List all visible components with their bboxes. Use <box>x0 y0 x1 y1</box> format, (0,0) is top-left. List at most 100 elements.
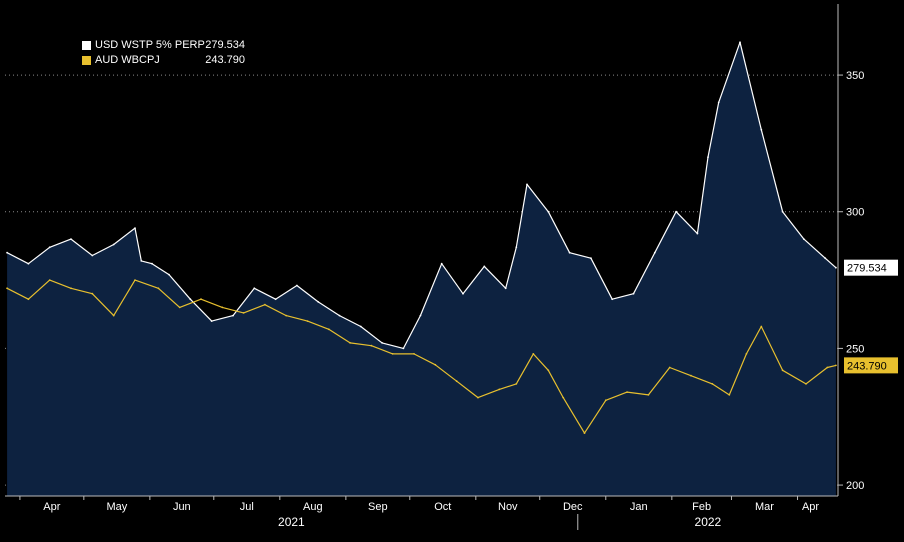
data-point <box>562 396 565 399</box>
data-point <box>200 298 202 301</box>
last-value-labels: 279.534 243.790 <box>844 259 898 374</box>
data-point <box>668 366 671 369</box>
data-point <box>805 383 807 385</box>
data-point <box>739 41 741 44</box>
y-tick-label: 350 <box>846 70 864 82</box>
series-line-1 <box>6 279 837 434</box>
data-point <box>462 292 464 295</box>
x-tick-label: May <box>106 501 127 513</box>
data-point <box>134 227 136 230</box>
data-point <box>370 344 373 347</box>
data-point <box>604 399 607 402</box>
data-point <box>568 251 571 254</box>
series-area-fill <box>7 42 836 497</box>
data-point <box>6 251 8 254</box>
chart-legend: USD WSTP 5% PERP 279.534 AUD WBCPJ 243.7… <box>78 36 249 70</box>
data-point <box>232 314 234 317</box>
series-line-0 <box>6 41 837 349</box>
data-point <box>134 279 136 281</box>
data-point <box>112 314 115 317</box>
x-tick-label: Sep <box>368 501 388 513</box>
data-point <box>70 238 72 241</box>
data-point <box>483 265 486 268</box>
data-point <box>440 262 443 265</box>
data-point <box>296 284 298 287</box>
legend-series-name: AUD WBCPJ <box>95 54 160 66</box>
series-lines <box>6 41 837 434</box>
data-point <box>653 251 656 254</box>
data-point <box>189 298 192 301</box>
x-tick-label: Mar <box>755 501 774 513</box>
y-tick-label: 250 <box>846 343 864 355</box>
data-point <box>590 257 592 260</box>
x-tick-label: Jan <box>630 501 648 513</box>
legend-entry-wbcpj: AUD WBCPJ 243.790 <box>82 53 245 68</box>
x-tick-label: Dec <box>563 501 583 513</box>
data-point <box>168 273 170 276</box>
data-point <box>707 156 709 159</box>
series-area <box>7 42 836 497</box>
data-point <box>826 366 829 369</box>
data-point <box>760 325 763 328</box>
data-point <box>781 210 784 213</box>
data-point <box>526 183 528 186</box>
axes: 200 250 300 350 Apr May Jun Jul Aug Sep Oct Nov Dec J… <box>5 4 864 530</box>
data-point <box>477 396 479 399</box>
data-point <box>583 432 586 434</box>
data-point <box>824 257 827 260</box>
legend-series-name: USD WSTP 5% PERP <box>95 39 205 51</box>
last-value-label: 279.534 <box>847 263 887 275</box>
data-point <box>178 306 181 309</box>
data-point <box>504 287 507 290</box>
x-tick-label: Oct <box>434 501 451 513</box>
data-point <box>48 246 51 249</box>
data-point <box>306 320 309 322</box>
data-point <box>547 210 550 213</box>
data-point <box>626 391 628 393</box>
legend-swatch-gold <box>82 56 91 65</box>
data-point <box>242 312 245 314</box>
data-point <box>210 320 213 322</box>
data-point <box>27 298 30 301</box>
data-point <box>532 353 535 355</box>
data-point <box>690 374 692 377</box>
data-point <box>6 287 8 290</box>
x-tick-label: Jul <box>240 501 254 513</box>
data-point <box>711 383 714 385</box>
data-point <box>745 353 748 355</box>
data-point <box>413 353 415 355</box>
legend-swatch-white <box>82 41 91 50</box>
last-value-label: 243.790 <box>847 360 887 372</box>
data-point <box>696 232 699 235</box>
data-point <box>253 287 256 290</box>
data-point <box>27 262 30 265</box>
data-point <box>835 364 837 367</box>
data-point <box>419 314 422 317</box>
data-point <box>151 262 153 265</box>
data-point <box>675 210 677 213</box>
data-point <box>803 238 805 241</box>
data-point <box>498 388 501 391</box>
data-point <box>285 314 288 317</box>
data-point <box>327 328 330 331</box>
y-tick-label: 200 <box>846 480 864 492</box>
data-point <box>760 128 763 131</box>
data-point <box>112 243 115 246</box>
data-point <box>91 254 94 257</box>
x-tick-label: Feb <box>692 501 711 513</box>
data-point <box>349 342 351 344</box>
data-point <box>274 298 277 301</box>
data-point <box>515 383 518 385</box>
data-point <box>91 292 94 295</box>
x-tick-label: Apr <box>802 501 819 513</box>
data-point <box>781 369 784 372</box>
data-point <box>359 325 362 328</box>
x-tick-label: Aug <box>303 501 323 513</box>
data-point <box>391 353 394 355</box>
data-point <box>611 298 614 301</box>
x-tick-label: Jun <box>173 501 191 513</box>
data-point <box>455 380 458 383</box>
data-point <box>221 306 224 309</box>
data-point <box>48 279 51 281</box>
x-tick-label: Nov <box>498 501 518 513</box>
